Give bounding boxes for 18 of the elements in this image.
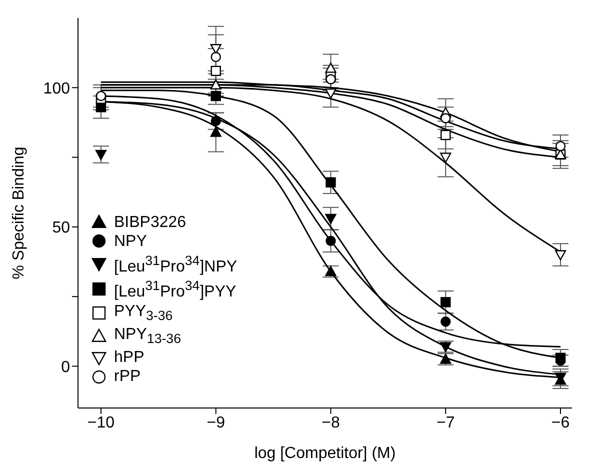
y-tick-label: 50 bbox=[52, 220, 70, 237]
x-tick-label: −6 bbox=[551, 414, 570, 432]
y-tick-label: 100 bbox=[43, 80, 70, 98]
legend-label: [Leu$^{31}$Pro$^{34}$]NPY bbox=[114, 252, 238, 276]
x-tick-label: −9 bbox=[206, 414, 226, 432]
y-tick-label: 0 bbox=[61, 358, 70, 376]
x-tick-label: −10 bbox=[87, 414, 115, 432]
legend-label: BIBP3226 bbox=[114, 212, 186, 232]
legend-label: NPY bbox=[114, 232, 147, 251]
legend-label: NPY$_{13-36}$ bbox=[114, 324, 181, 348]
x-tick-label: −8 bbox=[322, 414, 340, 432]
x-tick-label: −7 bbox=[436, 414, 455, 432]
legend-label: [Leu$^{31}$Pro$^{34}$]PYY bbox=[114, 277, 236, 302]
x-axis-title: log [Competitor] (M) bbox=[254, 445, 396, 462]
legend-label: rPP bbox=[114, 367, 141, 386]
legend-label: PYY$_{3-36}$ bbox=[114, 302, 173, 325]
y-axis-title: % Specific Binding bbox=[10, 146, 28, 280]
legend-label: hPP bbox=[114, 348, 144, 367]
